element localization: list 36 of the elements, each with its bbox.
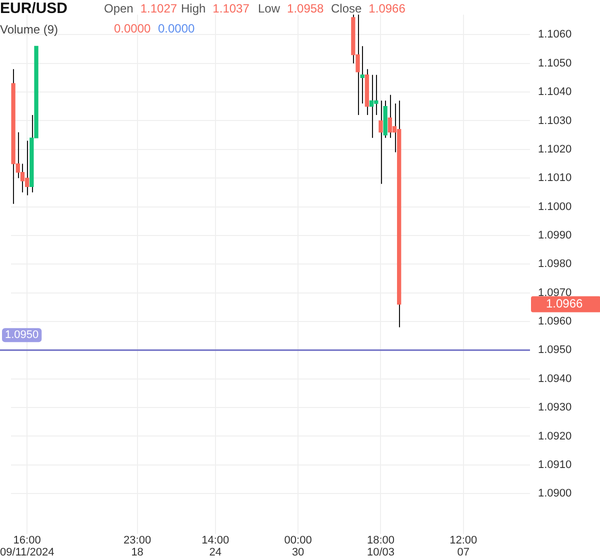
candlestick xyxy=(369,74,374,138)
annotation: 0.0000 xyxy=(158,21,196,36)
y-tick-label: 1.0940 xyxy=(538,372,572,385)
y-tick-label: 1.1040 xyxy=(538,86,572,98)
x-tick-label: 18:00 10/03 xyxy=(366,534,394,558)
ref-line-label: 1.0950 xyxy=(5,329,39,342)
y-tick-label: 1.0960 xyxy=(538,316,572,328)
y-tick-label: 1.0910 xyxy=(538,458,572,471)
y-tick-label: 1.1050 xyxy=(538,57,572,70)
x-tick-label: 14:00 24 xyxy=(202,534,230,558)
candlestick xyxy=(378,100,383,184)
y-tick-label: 1.0980 xyxy=(538,258,572,270)
y-tick-label: 1.1060 xyxy=(538,28,572,41)
text: 1.0966 xyxy=(546,296,584,311)
y-tick-label: 1.1010 xyxy=(538,172,572,184)
y-tick-label: 1.0950 xyxy=(538,344,572,356)
annotation: High 1.1037 xyxy=(181,1,250,16)
y-tick-label: 1.1030 xyxy=(538,114,572,127)
x-tick-label: 16:00 09/11/2024 xyxy=(0,534,54,558)
y-tick-label: 1.0900 xyxy=(538,488,572,500)
annotation: Low 1.0958 xyxy=(258,1,324,16)
chart-title: EUR/USD xyxy=(0,0,68,18)
y-tick-label: 1.1000 xyxy=(538,200,572,213)
annotation: Open 1.1027 xyxy=(104,1,178,16)
x-tick-label: 00:00 30 xyxy=(284,534,312,558)
y-tick-label: 1.0930 xyxy=(538,402,572,414)
annotation: 0.0000 xyxy=(114,21,152,36)
y-tick-label: 1.0990 xyxy=(538,229,572,242)
y-tick-label: 1.0920 xyxy=(538,430,572,442)
candlestick xyxy=(24,140,30,196)
annotation: Close 1.0966 xyxy=(331,1,406,16)
annotation: Volume (9) xyxy=(0,22,58,36)
x-tick-label: 12:00 07 xyxy=(450,534,478,558)
x-tick-label: 23:00 18 xyxy=(124,534,152,558)
y-tick-label: 1.0970 xyxy=(538,286,572,299)
y-tick-label: 1.1020 xyxy=(538,143,572,156)
